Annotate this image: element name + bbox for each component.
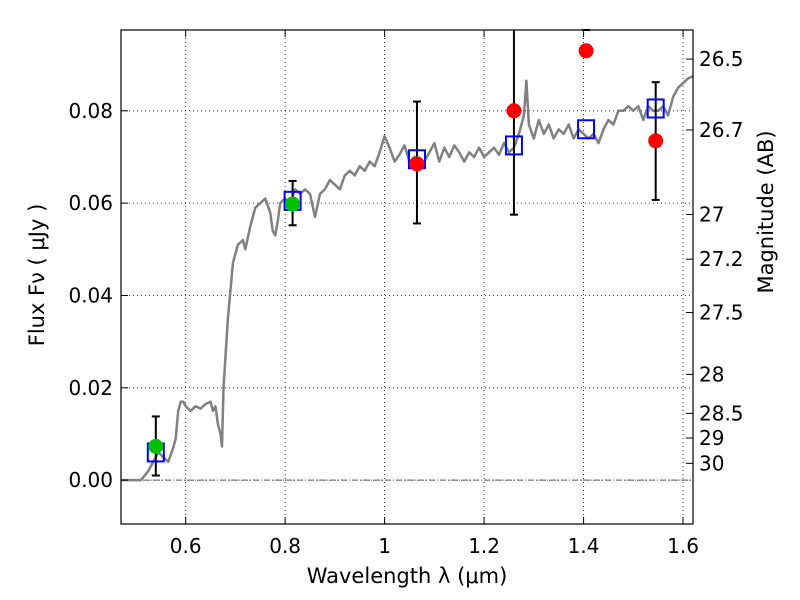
x-tick-label: 0.6: [170, 534, 202, 558]
magnitude-tick-label: 29: [699, 426, 724, 450]
y-tick-label: 0.08: [68, 99, 113, 123]
detection-point: [148, 438, 164, 454]
markers-group: [146, 43, 665, 463]
observed-flux-point: [648, 133, 664, 149]
magnitude-tick-label: 26.7: [699, 118, 744, 142]
observed-flux-point: [506, 103, 522, 119]
error-bars-group: [151, 29, 660, 477]
observed-flux-point: [578, 43, 594, 59]
model-photometry-square: [646, 98, 665, 119]
y-tick-label: 0.04: [68, 283, 113, 307]
x-tick-label: 0.8: [269, 534, 301, 558]
x-tick-label: 1.2: [468, 534, 500, 558]
y-tick-label: 0.06: [68, 191, 113, 215]
magnitude-tick-label: 28.5: [699, 401, 744, 425]
x-tick-label: 1.6: [667, 534, 699, 558]
model-photometry-square: [504, 135, 523, 156]
observed-flux-point: [409, 156, 425, 172]
magnitude-tick-label: 27.5: [699, 301, 744, 325]
model-photometry-square: [577, 119, 596, 140]
x-tick-label: 1.4: [568, 534, 600, 558]
spectrum-line: [121, 75, 694, 482]
spectrum-group: [121, 75, 694, 482]
magnitude-tick-label: 27: [699, 202, 724, 226]
axis-ticks-group: 0.6 0.8 1 1.2 1.4 1.6 0.00 0.02 0.04 0.06 0.08 26.5…: [68, 30, 744, 558]
magnitude-tick-label: 28: [699, 362, 724, 386]
y-axis-label: Flux Fν ( μJy ): [25, 204, 49, 347]
magnitude-tick-label: 26.5: [699, 47, 744, 71]
y-tick-label: 0.02: [68, 376, 113, 400]
grid-lines: [121, 30, 693, 524]
magnitude-tick-label: 27.2: [699, 247, 744, 271]
right-axis-label: Magnitude (AB): [754, 130, 778, 293]
x-tick-label: 1: [378, 534, 391, 558]
detection-point: [285, 196, 301, 212]
plot-frame: [120, 29, 694, 525]
y-tick-label: 0.00: [68, 468, 113, 492]
x-axis-label: Wavelength λ (μm): [307, 564, 508, 588]
magnitude-tick-label: 30: [699, 451, 724, 475]
